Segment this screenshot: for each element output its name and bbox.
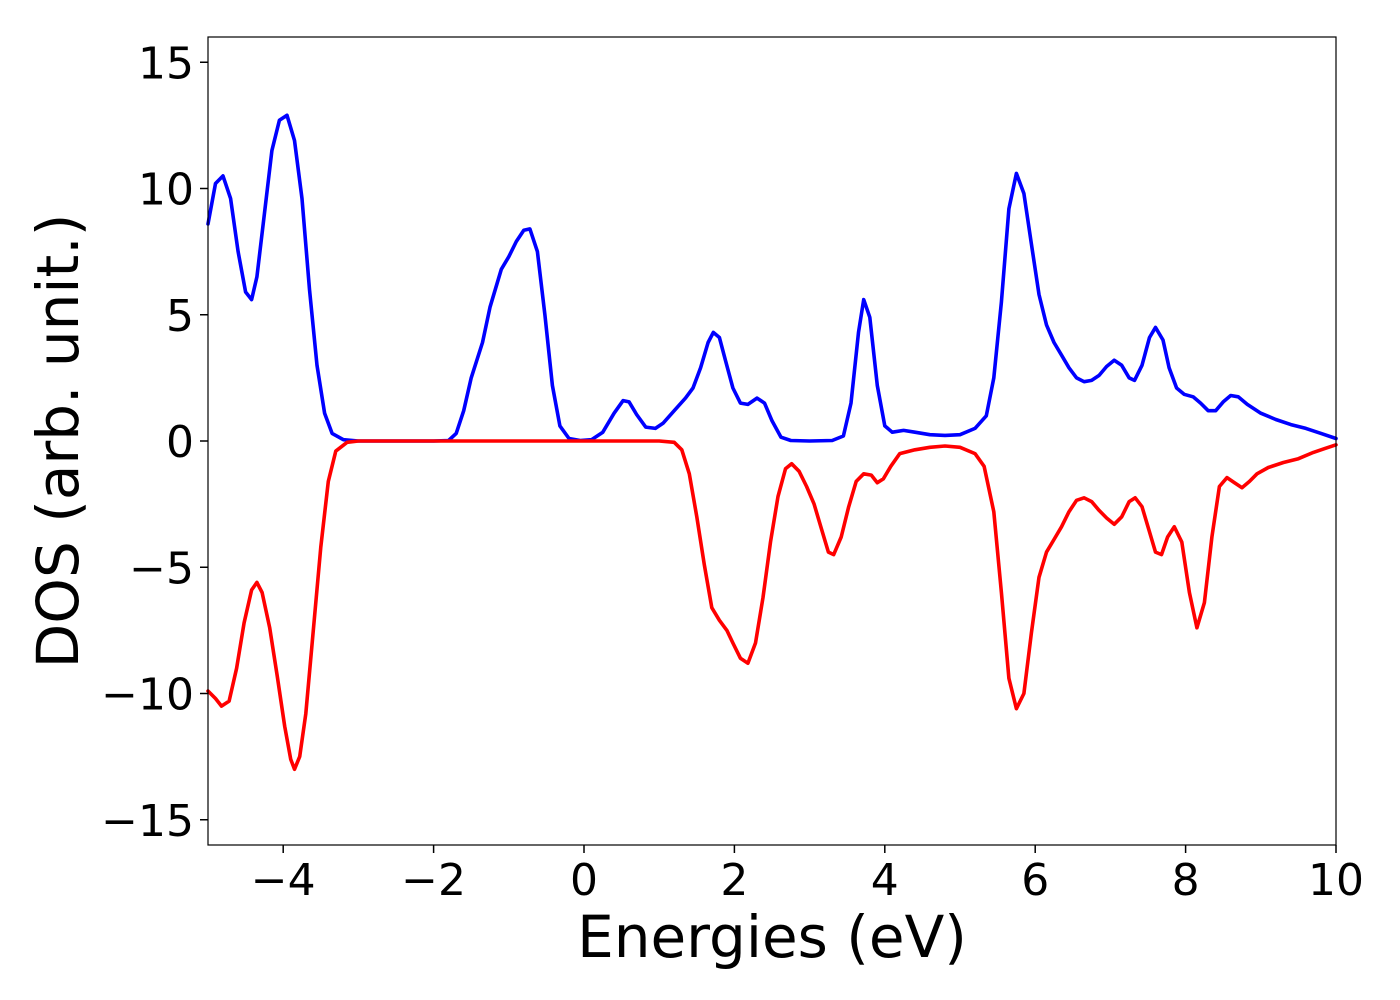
x-tick-label: 10 [1308, 855, 1364, 906]
x-tick-label: 0 [570, 855, 598, 906]
y-tick-label: −10 [101, 670, 194, 721]
series-layer [206, 113, 1338, 772]
x-tick-label: 4 [871, 855, 899, 906]
x-axis-title: Energies (eV) [577, 903, 967, 971]
y-axis-title: DOS (arb. unit.) [24, 214, 92, 669]
x-tick-label: −2 [401, 855, 466, 906]
dos-series-2-line [206, 439, 1338, 772]
x-axis: −4 −2 0 2 4 6 8 10 [251, 845, 1364, 906]
y-tick-label: 5 [166, 291, 194, 342]
y-axis: −15 −10 −5 0 5 10 15 [101, 38, 208, 847]
y-tick-label: 0 [166, 417, 194, 468]
dos-series-1-line [206, 113, 1338, 443]
y-tick-label: 15 [138, 38, 194, 89]
x-tick-label: 2 [720, 855, 748, 906]
x-tick-label: −4 [251, 855, 316, 906]
x-tick-label: 8 [1172, 855, 1200, 906]
y-tick-label: −5 [129, 543, 194, 594]
y-tick-label: −15 [101, 796, 194, 847]
y-tick-label: 10 [138, 165, 194, 216]
x-tick-label: 6 [1021, 855, 1049, 906]
